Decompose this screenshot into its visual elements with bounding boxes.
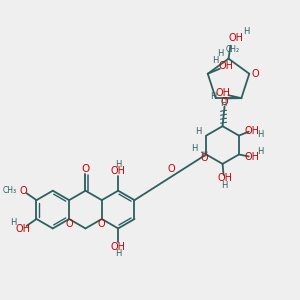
Text: H: H [218, 49, 224, 58]
Text: O: O [98, 220, 106, 230]
Text: O: O [81, 164, 90, 174]
Text: CH₂: CH₂ [225, 45, 240, 54]
Text: H: H [115, 160, 121, 169]
Text: CH₃: CH₃ [2, 186, 16, 195]
Text: H: H [195, 127, 202, 136]
Text: O: O [200, 153, 208, 164]
Text: H: H [11, 218, 17, 227]
Text: O: O [167, 164, 175, 174]
Text: O: O [20, 186, 27, 196]
Text: OH: OH [244, 126, 259, 136]
Text: H: H [243, 27, 250, 36]
Text: OH: OH [218, 61, 233, 71]
Text: O: O [65, 220, 73, 230]
Text: H: H [210, 92, 217, 101]
Text: H: H [220, 99, 227, 108]
Text: OH: OH [111, 166, 126, 176]
Text: OH: OH [217, 173, 232, 183]
Text: H: H [212, 56, 219, 65]
Text: H: H [258, 130, 264, 139]
Text: H: H [258, 147, 264, 156]
Text: H: H [221, 181, 228, 190]
Text: H: H [115, 249, 121, 258]
Text: O: O [221, 97, 228, 107]
Text: OH: OH [244, 152, 259, 162]
Text: O: O [251, 69, 259, 79]
Text: OH: OH [15, 224, 30, 234]
Text: OH: OH [216, 88, 231, 98]
Text: OH: OH [111, 242, 126, 252]
Text: OH: OH [229, 33, 244, 43]
Text: H: H [191, 144, 197, 153]
